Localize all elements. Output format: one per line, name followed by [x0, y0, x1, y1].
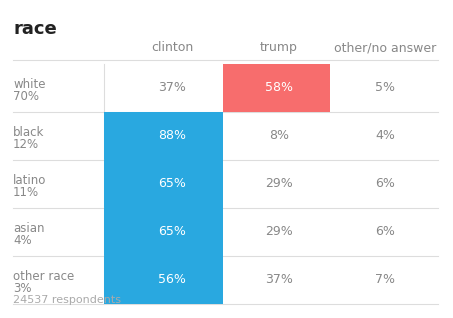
Text: 6%: 6% — [375, 225, 395, 238]
Text: 70%: 70% — [13, 90, 39, 103]
Text: other/no answer: other/no answer — [334, 41, 436, 54]
Text: white: white — [13, 78, 45, 91]
Text: 4%: 4% — [13, 234, 32, 247]
Text: other race: other race — [13, 270, 74, 283]
Text: 56%: 56% — [159, 273, 186, 286]
Text: 11%: 11% — [13, 186, 39, 199]
Text: 29%: 29% — [265, 177, 293, 190]
Text: 4%: 4% — [375, 129, 395, 142]
Text: black: black — [13, 126, 44, 139]
Text: latino: latino — [13, 174, 46, 187]
Text: asian: asian — [13, 222, 44, 235]
Text: 6%: 6% — [375, 177, 395, 190]
Text: 88%: 88% — [159, 129, 186, 142]
FancyBboxPatch shape — [104, 256, 223, 304]
Text: 37%: 37% — [265, 273, 293, 286]
Text: 12%: 12% — [13, 138, 39, 151]
Text: 8%: 8% — [269, 129, 289, 142]
Text: 37%: 37% — [159, 81, 186, 94]
Text: trump: trump — [260, 41, 298, 54]
FancyBboxPatch shape — [223, 64, 329, 112]
Text: race: race — [13, 20, 57, 38]
Text: 58%: 58% — [265, 81, 293, 94]
FancyBboxPatch shape — [104, 112, 223, 160]
Text: clinton: clinton — [151, 41, 193, 54]
Text: 5%: 5% — [375, 81, 395, 94]
Text: 65%: 65% — [159, 177, 186, 190]
Text: 65%: 65% — [159, 225, 186, 238]
Text: 7%: 7% — [375, 273, 395, 286]
Text: 24537 respondents: 24537 respondents — [13, 294, 121, 305]
Text: 29%: 29% — [265, 225, 293, 238]
Text: 3%: 3% — [13, 282, 32, 295]
FancyBboxPatch shape — [104, 208, 223, 256]
FancyBboxPatch shape — [104, 160, 223, 208]
